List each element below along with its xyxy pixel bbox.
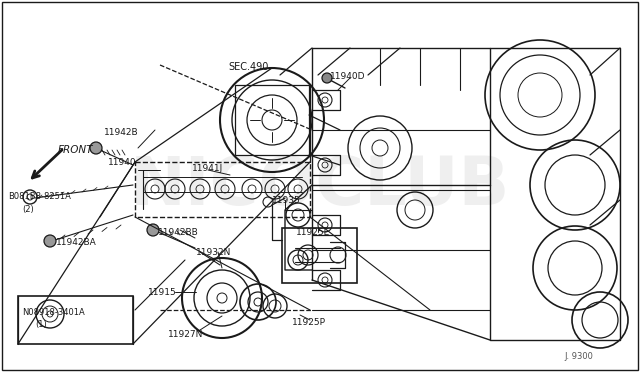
Text: 11940D: 11940D	[330, 72, 365, 81]
Text: 11927N: 11927N	[168, 330, 204, 339]
Text: NICOCLUB: NICOCLUB	[130, 153, 510, 219]
Text: FRONT: FRONT	[58, 145, 93, 155]
Text: 11925P: 11925P	[292, 318, 326, 327]
Text: SEC.490: SEC.490	[228, 62, 268, 72]
Text: (1): (1)	[35, 320, 47, 329]
Circle shape	[322, 73, 332, 83]
Text: 11932N: 11932N	[196, 248, 232, 257]
Text: J. 9300: J. 9300	[564, 352, 593, 361]
Circle shape	[44, 235, 56, 247]
Circle shape	[147, 224, 159, 236]
Text: N08918-3401A: N08918-3401A	[22, 308, 84, 317]
Text: 11941J: 11941J	[192, 164, 223, 173]
Text: 11942BA: 11942BA	[56, 238, 97, 247]
Bar	[235, 85, 309, 155]
Text: 11915: 11915	[148, 288, 177, 297]
Text: B081B8-8251A: B081B8-8251A	[8, 192, 71, 201]
Text: 11925E: 11925E	[296, 228, 330, 237]
Text: 11935: 11935	[272, 196, 301, 205]
Bar	[282, 228, 357, 283]
Text: 11942B: 11942B	[104, 128, 139, 137]
Text: 11940: 11940	[108, 158, 136, 167]
Text: 11942BB: 11942BB	[158, 228, 199, 237]
Bar	[135, 162, 310, 217]
Circle shape	[90, 142, 102, 154]
Text: (2): (2)	[22, 205, 34, 214]
Bar	[18, 296, 133, 344]
